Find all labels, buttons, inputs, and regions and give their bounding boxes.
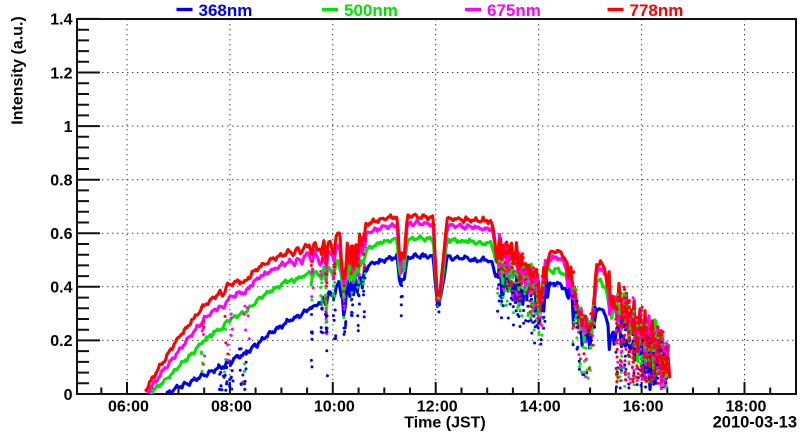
svg-text:500nm: 500nm — [344, 1, 398, 20]
svg-text:0.8: 0.8 — [50, 173, 72, 190]
svg-text:778nm: 778nm — [630, 1, 684, 20]
svg-text:0.6: 0.6 — [50, 226, 72, 243]
svg-text:16:00: 16:00 — [623, 399, 664, 416]
svg-text:1.4: 1.4 — [50, 12, 72, 29]
svg-text:10:00: 10:00 — [314, 399, 355, 416]
svg-text:675nm: 675nm — [487, 1, 541, 20]
svg-text:Time (JST): Time (JST) — [404, 415, 486, 432]
svg-text:18:00: 18:00 — [726, 399, 767, 416]
svg-text:2010-03-13: 2010-03-13 — [713, 414, 797, 432]
svg-text:Intensity (a.u.): Intensity (a.u.) — [10, 16, 27, 124]
svg-text:08:00: 08:00 — [211, 399, 252, 416]
svg-text:14:00: 14:00 — [520, 399, 561, 416]
svg-text:1: 1 — [64, 119, 73, 136]
svg-text:0: 0 — [64, 387, 73, 404]
svg-text:12:00: 12:00 — [417, 399, 458, 416]
svg-text:06:00: 06:00 — [108, 399, 149, 416]
svg-text:0.2: 0.2 — [50, 333, 72, 350]
svg-text:0.4: 0.4 — [50, 280, 72, 297]
svg-text:368nm: 368nm — [199, 1, 253, 20]
svg-text:1.2: 1.2 — [50, 65, 72, 82]
